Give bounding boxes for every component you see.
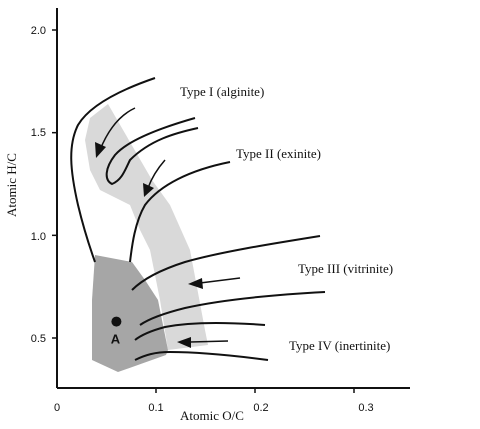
catagenesis-region [92, 255, 168, 372]
sample-point-a [111, 316, 122, 327]
type-2-arrow-curve [147, 159, 166, 189]
series-label: Type II (exinite) [236, 146, 321, 161]
y-axis-title: Atomic H/C [4, 153, 19, 217]
y-tick-label: 1.0 [31, 231, 46, 243]
x-tick-label: 0 [54, 402, 60, 414]
x-axis-title: Atomic O/C [180, 408, 244, 423]
x-tick-label: 0.1 [148, 402, 163, 414]
series-label: Type I (alginite) [180, 84, 264, 99]
y-tick-label: 1.5 [31, 127, 46, 139]
type-4-arrow-line [189, 340, 229, 343]
type-1-curve [70, 77, 156, 263]
series-label: Type III (vitrinite) [298, 261, 393, 276]
type-4-curve [134, 350, 269, 361]
y-tick-label: 2.0 [31, 25, 46, 37]
arrow-icon [177, 337, 191, 348]
type-3-curve [139, 291, 326, 326]
type-2-curve [105, 117, 199, 186]
arrow-icon [95, 142, 106, 158]
y-ticks [52, 29, 57, 339]
x-tick-label: 0.3 [358, 402, 373, 414]
arrow-icon [188, 278, 203, 289]
x-tick-label: 0.2 [253, 402, 268, 414]
diagenesis-region [85, 104, 208, 350]
sample-point-label: A [111, 332, 121, 347]
series-label: Type IV (inertinite) [289, 338, 390, 353]
x-ticks [155, 388, 355, 393]
type-3-arrow-line [199, 277, 241, 284]
type-2-curve [129, 161, 231, 263]
arrow-icon [143, 183, 154, 197]
type-4-curve [134, 321, 266, 341]
type-3-curve [131, 235, 321, 291]
type-1-arrow-curve [99, 107, 136, 151]
y-tick-label: 0.5 [31, 333, 46, 345]
